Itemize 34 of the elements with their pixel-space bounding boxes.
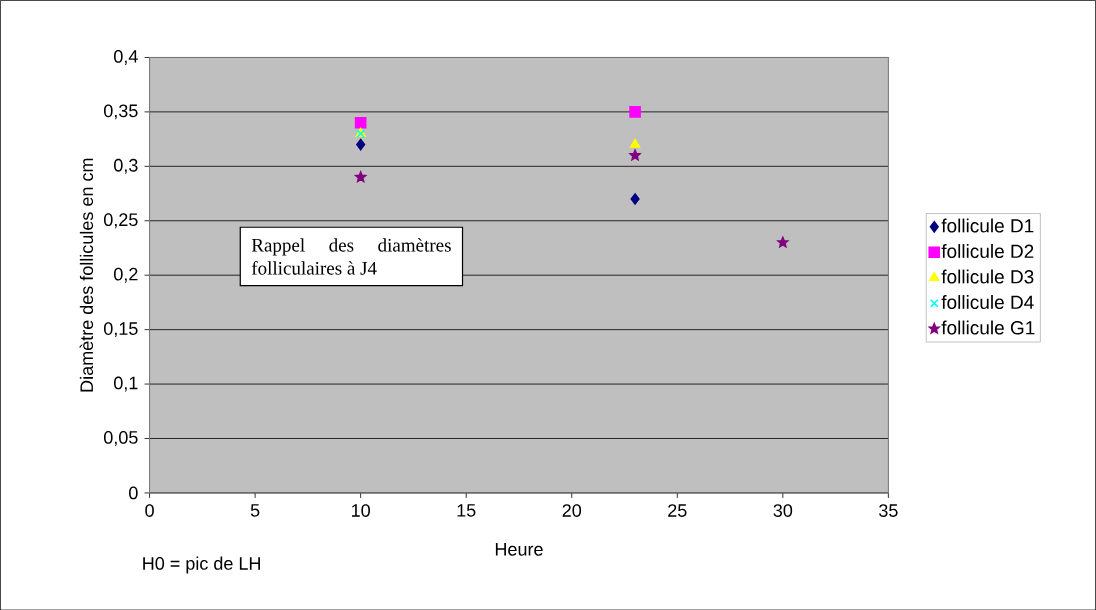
y-tick-label: 0,05 [104, 430, 138, 446]
y-tick-label: 0,1 [114, 376, 138, 392]
point [354, 116, 367, 129]
point [629, 138, 641, 148]
y-tick-label: 0,15 [104, 321, 138, 337]
y-tick-label: 0 [129, 486, 138, 500]
x-tick-label: 15 [457, 503, 476, 517]
point [355, 171, 367, 182]
point [629, 105, 641, 118]
x-tick-label: 10 [352, 503, 370, 517]
y-axis-title: Diamètre des follicules en cm [79, 158, 94, 392]
x-tick-label: 35 [879, 503, 898, 517]
y-tick-label: 0,2 [114, 267, 138, 283]
point [630, 192, 640, 205]
point [356, 138, 366, 151]
point [777, 236, 789, 248]
legend-label: follicule G1 [941, 320, 1035, 335]
x-tick-label: 0 [145, 503, 154, 517]
point [629, 149, 641, 161]
y-tick-label: 0,4 [114, 49, 138, 65]
x-tick-label: 25 [668, 503, 687, 517]
annotation: Rappel des diamètres folliculaires à J4 [251, 238, 451, 275]
text: H0 = pic de LH [143, 556, 260, 574]
x-tick-label: 5 [250, 503, 260, 517]
x-tick-label: 30 [773, 503, 793, 517]
y-tick-label: 0,35 [104, 104, 138, 120]
x-tick-label: 20 [562, 503, 582, 517]
legend-label: follicule D3 [941, 269, 1034, 284]
legend-label: follicule D1 [941, 218, 1034, 233]
legend-label: follicule D4 [941, 294, 1034, 309]
y-tick-label: 0,25 [104, 213, 138, 228]
y-tick-label: 0,3 [114, 158, 138, 174]
legend-label: follicule D2 [941, 243, 1034, 258]
x-axis-title: Heure [495, 542, 543, 556]
